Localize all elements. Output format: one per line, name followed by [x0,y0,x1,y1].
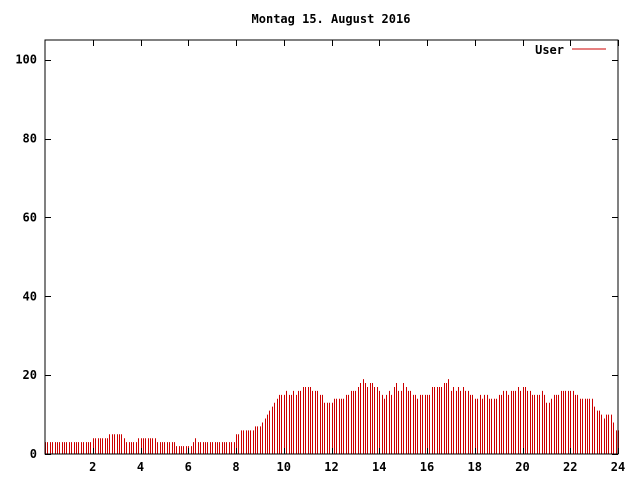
x-tick-label: 10 [277,460,291,474]
y-axis: 0 20 40 60 80 100 [15,53,37,461]
x-tick-label: 16 [420,460,434,474]
x-tick-label: 2 [89,460,96,474]
y-tick-label: 0 [30,447,37,461]
x-tick-label: 22 [563,460,577,474]
y-tick-label: 80 [23,132,37,146]
bar-series [45,379,619,454]
x-tick-label: 8 [232,460,239,474]
x-tick-label: 12 [324,460,338,474]
legend-label: User [535,43,564,57]
y-tick-label: 100 [15,53,37,67]
x-axis: 2 4 6 8 10 12 14 16 18 20 22 24 [89,460,625,474]
x-tick-label: 4 [137,460,144,474]
x-tick-label: 24 [611,460,625,474]
legend: User [535,43,606,57]
y-tick-label: 60 [23,210,37,224]
x-tick-label: 6 [185,460,192,474]
plot-frame [44,39,619,455]
x-tick-label: 18 [468,460,482,474]
y-tick-label: 40 [23,289,37,303]
y-tick-label: 20 [23,368,37,382]
x-tick-label: 20 [515,460,529,474]
chart-title: Montag 15. August 2016 [252,12,411,26]
axis-ticks [45,40,619,455]
x-tick-label: 14 [372,460,386,474]
